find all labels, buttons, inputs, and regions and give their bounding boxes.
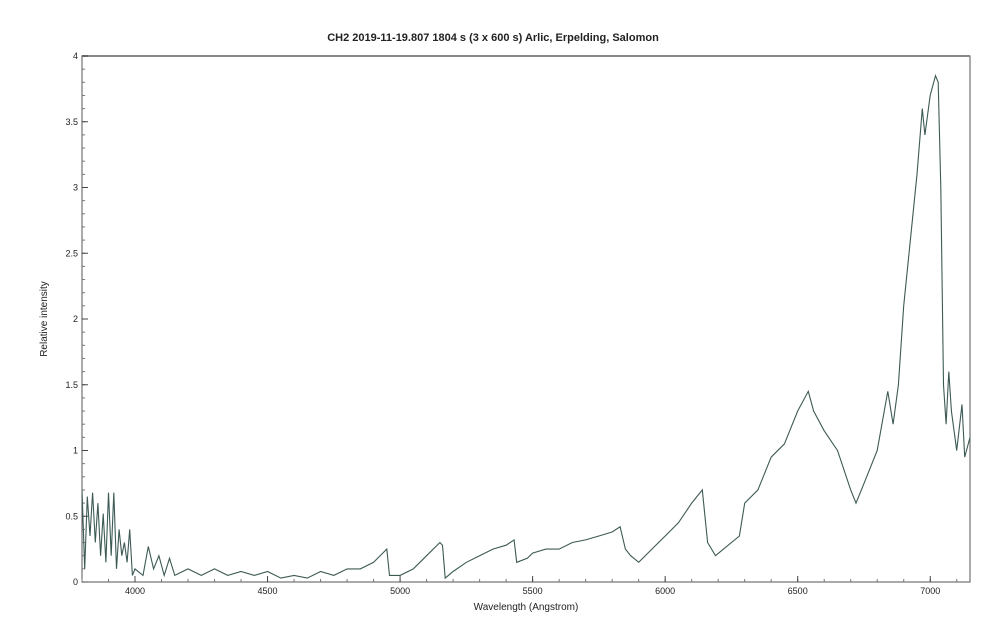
x-tick-label: 5000 [390,586,410,596]
y-tick-label: 1.5 [65,380,78,390]
y-tick-label: 1 [73,446,78,456]
chart-title: CH2 2019-11-19.807 1804 s (3 x 600 s) Ar… [327,32,659,44]
y-tick-label: 2.5 [65,248,78,258]
x-tick-label: 6500 [788,586,808,596]
x-tick-label: 6000 [655,586,675,596]
y-tick-label: 2 [73,314,78,324]
y-tick-label: 0 [73,577,78,587]
x-tick-label: 5500 [523,586,543,596]
y-axis-label: Relative intensity [39,281,50,357]
y-tick-label: 0.5 [65,511,78,521]
x-tick-label: 7000 [920,586,940,596]
y-tick-label: 4 [73,51,78,61]
y-tick-label: 3.5 [65,117,78,127]
x-tick-label: 4000 [125,586,145,596]
x-tick-label: 4500 [258,586,278,596]
plot-frame [81,55,971,583]
y-tick-label: 3 [73,183,78,193]
x-axis-label: Wavelength (Angstrom) [474,602,579,613]
spectrum-line [81,73,971,580]
